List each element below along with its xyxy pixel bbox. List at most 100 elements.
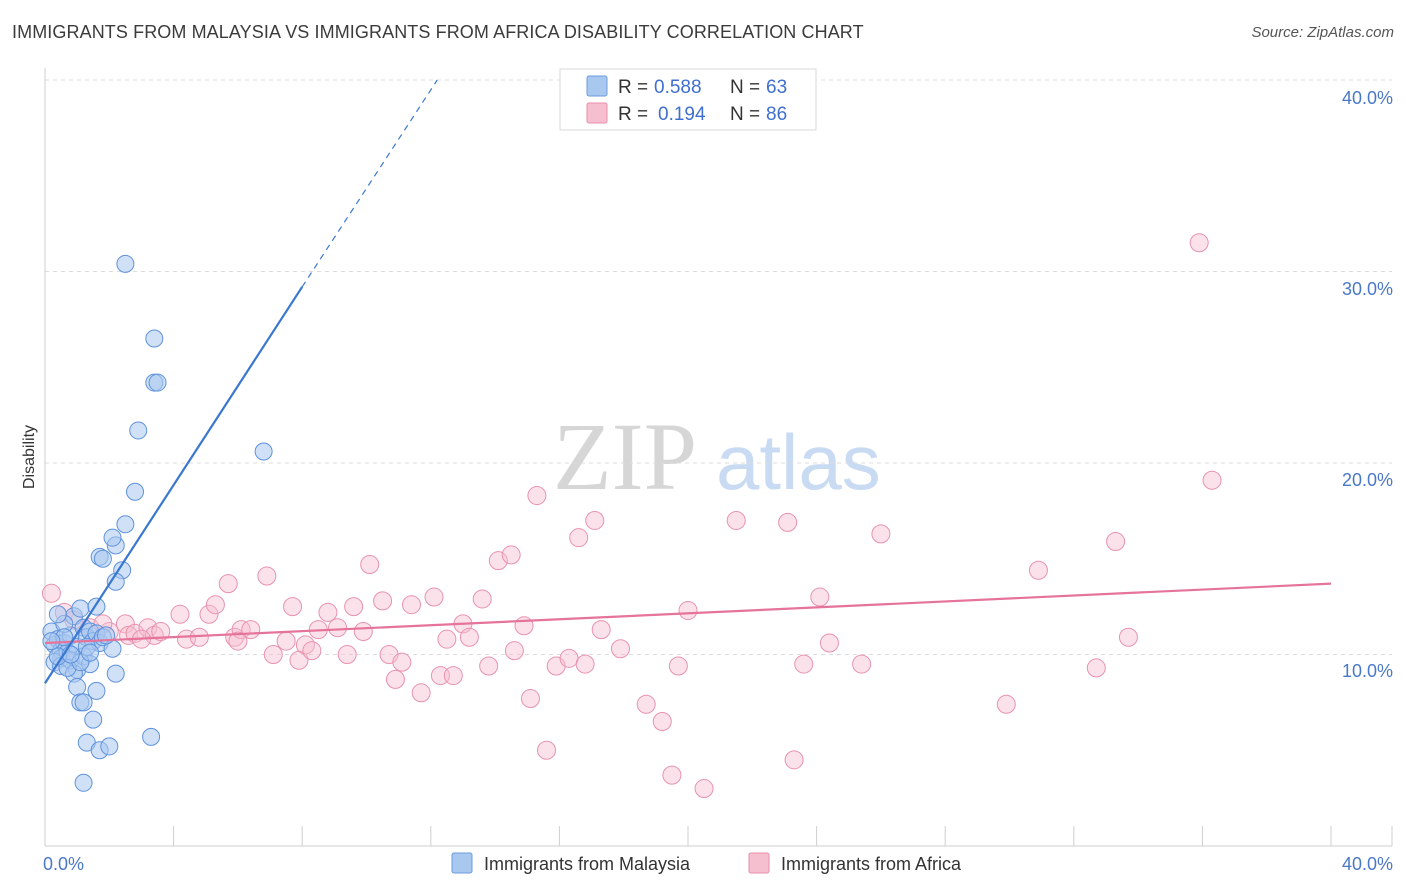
africa-point [276, 631, 296, 651]
malaysia-point [100, 737, 119, 756]
malaysia-point [145, 329, 164, 348]
malaysia-point [129, 421, 148, 440]
africa-point [257, 566, 277, 586]
malaysia-point [93, 549, 112, 568]
africa-point [514, 616, 534, 636]
africa-point [344, 597, 364, 617]
africa-point [228, 631, 248, 651]
africa-point [504, 641, 524, 661]
malaysia-point [116, 254, 135, 273]
legend-r-label-malaysia: R = [618, 77, 648, 98]
africa-point [996, 694, 1016, 714]
africa-point [610, 639, 630, 659]
africa-point [1028, 560, 1048, 580]
africa-point [794, 654, 814, 674]
africa-point [360, 554, 380, 574]
africa-point [205, 595, 225, 615]
africa-point [488, 551, 508, 571]
bottom-legend-swatch-africa [748, 852, 770, 874]
africa-point [337, 645, 357, 664]
watermark-zip: ZIP [553, 403, 697, 510]
africa-point [678, 600, 698, 620]
malaysia-point [126, 482, 145, 501]
gridlines [45, 79, 1392, 655]
africa-point [318, 602, 338, 622]
africa-point [402, 595, 422, 615]
malaysia-point [42, 632, 61, 651]
malaysia-point [254, 442, 273, 461]
africa-point [170, 604, 190, 624]
africa-point [472, 589, 492, 609]
africa-point [819, 633, 839, 653]
trend-lines [44, 79, 1332, 684]
malaysia-point [74, 693, 93, 712]
legend-swatch-africa [586, 102, 608, 124]
africa-point [218, 574, 238, 594]
africa-point [151, 622, 171, 642]
africa-point [443, 666, 463, 686]
top-legend: R = 0.588 N = 63 R = 0.194 N = 86 [559, 68, 817, 131]
africa-point [852, 654, 872, 674]
africa-point [1086, 658, 1106, 678]
africa-point [138, 618, 158, 638]
africa-point [810, 587, 830, 607]
africa-point [501, 545, 521, 565]
legend-r-label-africa: R = [618, 104, 648, 125]
malaysia-trend-extension [301, 79, 438, 288]
malaysia-point [116, 515, 135, 534]
africa-point [559, 648, 579, 668]
africa-point [373, 591, 393, 611]
malaysia-point [106, 664, 125, 683]
africa-point [302, 641, 322, 661]
africa-point [662, 765, 682, 785]
africa-point [328, 618, 348, 638]
x-ticks [44, 826, 1393, 846]
africa-point [479, 656, 499, 676]
malaysia-point [148, 373, 167, 392]
legend-swatch-malaysia [586, 75, 608, 97]
bottom-legend: Immigrants from Malaysia Immigrants from… [451, 852, 962, 874]
africa-point [585, 510, 605, 530]
malaysia-point [142, 727, 161, 746]
africa-point [784, 750, 804, 770]
malaysia-point [87, 681, 106, 700]
bottom-legend-label-africa: Immigrants from Africa [781, 854, 962, 874]
africa-point [569, 528, 589, 548]
legend-n-label-malaysia: N = [730, 77, 760, 98]
x-tick-label-0: 0.0% [43, 854, 84, 874]
africa-point [591, 620, 611, 640]
africa-point [871, 524, 891, 544]
africa-point [459, 627, 479, 647]
africa-point [353, 622, 373, 642]
bottom-legend-swatch-malaysia [451, 852, 473, 874]
africa-point [115, 614, 135, 634]
africa-point [668, 656, 688, 676]
africa-point [263, 645, 283, 664]
africa-point [199, 604, 219, 624]
africa-point [694, 779, 714, 799]
africa-point [41, 583, 61, 603]
malaysia-point [71, 599, 90, 618]
legend-n-value-malaysia: 63 [766, 77, 787, 98]
africa-point [652, 712, 672, 732]
y-tick-label-10: 10.0% [1342, 661, 1393, 681]
africa-point [392, 652, 412, 672]
y-tick-label-40: 40.0% [1342, 88, 1393, 108]
africa-point [283, 597, 303, 617]
legend-r-value-africa: 0.194 [658, 104, 706, 125]
y-tick-label-20: 20.0% [1342, 470, 1393, 490]
malaysia-points [42, 254, 273, 792]
malaysia-point [84, 710, 103, 729]
africa-point [520, 689, 540, 709]
africa-point [575, 654, 595, 674]
malaysia-point [48, 605, 67, 624]
malaysia-trend-line [44, 286, 304, 684]
chart-title: IMMIGRANTS FROM MALAYSIA VS IMMIGRANTS F… [12, 22, 864, 42]
x-tick-label-40: 40.0% [1342, 854, 1393, 874]
legend-r-value-malaysia: 0.588 [654, 77, 702, 98]
africa-point [1202, 470, 1222, 490]
africa-point [411, 683, 431, 703]
malaysia-point [103, 528, 122, 547]
axes [44, 68, 1392, 847]
